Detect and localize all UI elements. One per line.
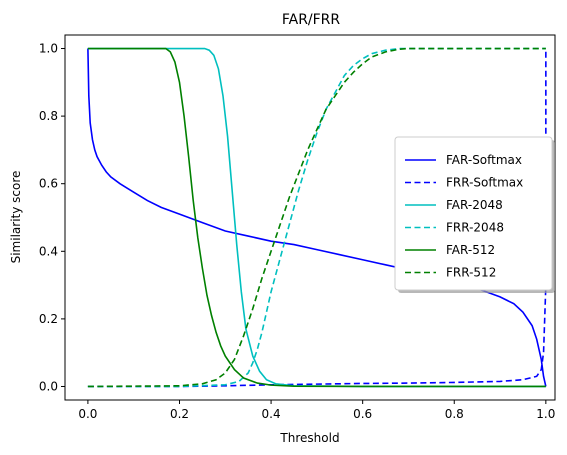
x-tick-label: 0.4 — [262, 407, 281, 421]
y-tick-label: 0.4 — [39, 244, 58, 258]
y-tick-label: 0.6 — [39, 177, 58, 191]
x-axis-ticks: 0.0 0.2 0.4 0.6 0.8 1.0 — [78, 400, 555, 421]
y-tick-label: 0.8 — [39, 109, 58, 123]
legend-label-far-512: FAR-512 — [446, 243, 495, 257]
legend-label-frr-2048: FRR-2048 — [446, 221, 504, 235]
legend-label-frr-512: FRR-512 — [446, 266, 496, 280]
y-axis-label: Similarity score — [9, 171, 23, 264]
legend-label-far-softmax: FAR-Softmax — [446, 153, 522, 167]
legend: FAR-Softmax FRR-Softmax FAR-2048 FRR-2048 FA… — [395, 137, 555, 293]
y-tick-label: 0.2 — [39, 312, 58, 326]
x-tick-label: 0.0 — [78, 407, 97, 421]
chart-title: FAR/FRR — [282, 12, 341, 28]
legend-label-far-2048: FAR-2048 — [446, 198, 503, 212]
x-axis-label: Threshold — [279, 431, 339, 445]
y-tick-label: 0.0 — [39, 379, 58, 393]
x-tick-label: 0.8 — [445, 407, 464, 421]
x-tick-label: 0.6 — [353, 407, 372, 421]
y-axis-ticks: 0.0 0.2 0.4 0.6 0.8 1.0 — [39, 42, 65, 394]
x-tick-label: 1.0 — [536, 407, 555, 421]
x-tick-label: 0.2 — [170, 407, 189, 421]
legend-label-frr-softmax: FRR-Softmax — [446, 176, 523, 190]
y-tick-label: 1.0 — [39, 42, 58, 56]
